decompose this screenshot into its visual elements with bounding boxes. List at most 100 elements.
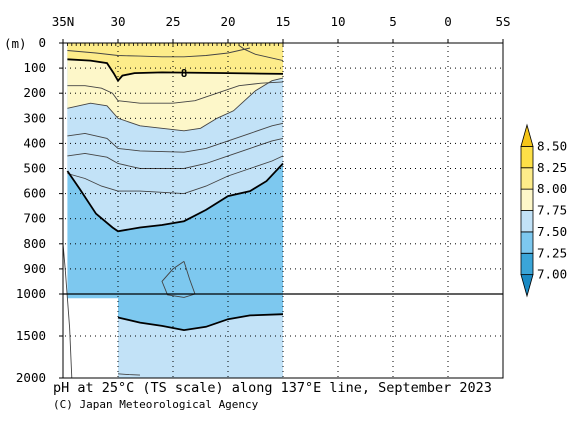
grid-dot-horizontal — [410, 218, 411, 220]
grid-dot-horizontal — [175, 168, 176, 169]
grid-dot-horizontal — [95, 243, 96, 245]
grid-dot-vertical — [227, 281, 229, 282]
grid-dot-vertical — [227, 361, 229, 362]
grid-dot-horizontal — [225, 142, 226, 144]
grid-dot-vertical — [337, 281, 339, 282]
grid-dot-horizontal — [405, 218, 406, 220]
grid-dot-horizontal — [420, 168, 421, 169]
grid-dot-vertical — [447, 296, 449, 297]
grid-dot-horizontal — [85, 335, 86, 337]
grid-dot-vertical — [392, 171, 394, 172]
grid-dot-horizontal — [280, 117, 281, 119]
grid-dot-vertical — [172, 131, 174, 132]
grid-dot-horizontal — [200, 67, 201, 69]
grid-dot-horizontal — [445, 142, 446, 144]
grid-dot-horizontal — [180, 92, 181, 94]
colorbar-label: 7.25 — [537, 245, 567, 260]
grid-dot-horizontal — [475, 117, 476, 119]
grid-dot-vertical — [117, 206, 119, 207]
grid-dot-horizontal — [80, 92, 81, 94]
grid-dot-horizontal — [245, 117, 246, 119]
grid-dot-horizontal — [420, 193, 421, 195]
grid-dot-horizontal — [405, 268, 406, 270]
grid-dot-horizontal — [400, 335, 401, 337]
grid-dot-horizontal — [315, 168, 316, 169]
grid-dot-horizontal — [265, 168, 266, 169]
grid-dot-vertical — [227, 336, 229, 337]
grid-dot-horizontal — [380, 142, 381, 144]
grid-dot-horizontal — [90, 142, 91, 144]
grid-dot-horizontal — [310, 243, 311, 245]
grid-dot-horizontal — [435, 67, 436, 69]
grid-dot-vertical — [227, 46, 229, 47]
grid-dot-vertical — [447, 241, 449, 242]
grid-dot-vertical — [117, 271, 119, 272]
grid-dot-vertical — [282, 156, 284, 157]
grid-dot-horizontal — [250, 92, 251, 94]
grid-dot-horizontal — [80, 193, 81, 195]
grid-dot-horizontal — [315, 142, 316, 144]
grid-dot-vertical — [227, 51, 229, 52]
grid-dot-horizontal — [265, 142, 266, 144]
grid-dot-horizontal — [165, 168, 166, 169]
grid-dot-vertical — [337, 161, 339, 162]
grid-dot-horizontal — [225, 335, 226, 337]
grid-dot-horizontal — [140, 268, 141, 270]
grid-dot-horizontal — [320, 117, 321, 119]
grid-dot-horizontal — [235, 218, 236, 220]
colorbar: 7.00 7.25 7.50 7.75 8.00 8.25 8.50 — [520, 123, 567, 298]
grid-dot-horizontal — [395, 193, 396, 195]
grid-dot-horizontal — [385, 92, 386, 94]
grid-dot-horizontal — [345, 168, 346, 169]
grid-dot-horizontal — [410, 92, 411, 94]
grid-dot-horizontal — [210, 168, 211, 169]
grid-dot-horizontal — [350, 117, 351, 119]
colorbar-label: 7.75 — [537, 203, 567, 218]
grid-dot-horizontal — [130, 142, 131, 144]
contour-7-90 — [67, 81, 284, 104]
grid-dot-vertical — [282, 196, 284, 197]
grid-dot-horizontal — [135, 67, 136, 69]
grid-dot-vertical — [337, 56, 339, 57]
grid-dot-horizontal — [380, 67, 381, 69]
grid-dot-vertical — [447, 331, 449, 332]
grid-dot-horizontal — [500, 117, 501, 119]
grid-dot-horizontal — [500, 193, 501, 195]
grid-dot-horizontal — [470, 117, 471, 119]
grid-dot-vertical — [447, 351, 449, 352]
grid-dot-horizontal — [220, 193, 221, 195]
colorbar-label: 7.50 — [537, 224, 567, 239]
grid-dot-vertical — [447, 76, 449, 77]
grid-dot-horizontal — [255, 335, 256, 337]
grid-dot-horizontal — [465, 142, 466, 144]
grid-dot-horizontal — [365, 142, 366, 144]
grid-dot-horizontal — [275, 67, 276, 69]
grid-dot-horizontal — [440, 117, 441, 119]
grid-dot-vertical — [337, 271, 339, 272]
grid-dot-horizontal — [245, 193, 246, 195]
grid-dot-vertical — [447, 216, 449, 217]
grid-dot-vertical — [172, 251, 174, 252]
grid-dot-horizontal — [150, 243, 151, 245]
grid-dot-horizontal — [330, 168, 331, 169]
grid-dot-vertical — [392, 341, 394, 342]
grid-dot-horizontal — [385, 243, 386, 245]
grid-dot-vertical — [172, 61, 174, 62]
grid-dot-vertical — [172, 256, 174, 257]
grid-dot-vertical — [117, 171, 119, 172]
grid-dot-horizontal — [200, 117, 201, 119]
grid-dot-horizontal — [170, 268, 171, 270]
grid-dot-horizontal — [310, 92, 311, 94]
grid-dot-horizontal — [395, 67, 396, 69]
grid-dot-horizontal — [425, 168, 426, 169]
grid-dot-horizontal — [360, 193, 361, 195]
grid-dot-horizontal — [190, 243, 191, 245]
grid-dot-horizontal — [495, 92, 496, 94]
grid-dot-horizontal — [75, 92, 76, 94]
grid-dot-horizontal — [495, 335, 496, 337]
grid-dot-vertical — [337, 321, 339, 322]
grid-dot-horizontal — [430, 218, 431, 220]
y-tick-label: 600 — [23, 186, 46, 201]
grid-dot-vertical — [392, 76, 394, 77]
grid-dot-vertical — [337, 306, 339, 307]
